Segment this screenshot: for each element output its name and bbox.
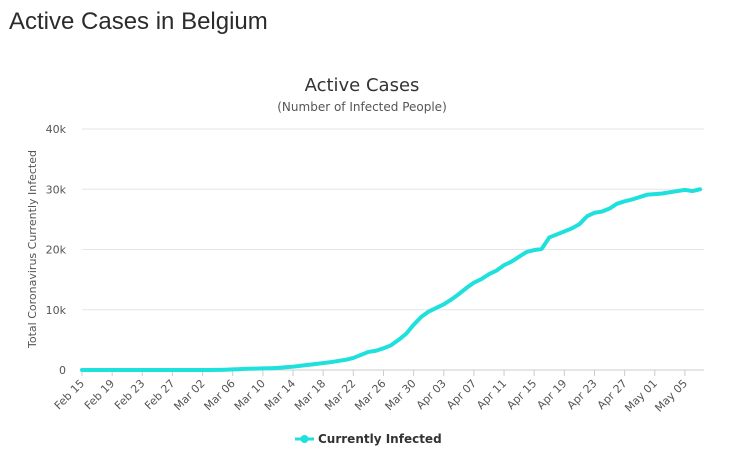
y-axis-label: Total Coronavirus Currently Infected [26,150,39,349]
series-currently-infected[interactable] [80,187,702,372]
grid-lines [82,128,704,371]
x-tick-label: Apr 07 [444,377,479,412]
x-tick-label: Mar 14 [262,377,298,413]
legend[interactable]: Currently Infected [295,432,442,446]
x-tick-label: Mar 06 [202,377,238,413]
y-tick-label: 0 [59,364,66,377]
x-tick-label: Mar 26 [352,377,388,413]
y-axis-ticks: 0 10k 20k 30k 40k [46,123,67,377]
x-tick-label: Apr 11 [474,377,509,412]
x-tick-label: Feb 19 [82,377,117,412]
x-tick-label: May 05 [652,377,690,415]
legend-item-currently-infected[interactable]: Currently Infected [318,432,442,446]
y-tick-label: 10k [46,304,67,317]
x-tick-label: Apr 23 [565,377,600,412]
x-tick-label: Apr 19 [534,377,569,412]
page-heading: Active Cases in Belgium [9,8,268,35]
x-tick-label: Mar 02 [171,377,207,413]
x-tick-label: Feb 27 [142,377,177,412]
y-tick-label: 40k [46,123,67,136]
x-tick-label: Mar 30 [382,377,418,413]
chart-title: Active Cases [305,75,420,96]
x-tick-label: Mar 10 [232,377,268,413]
series-line[interactable] [80,187,702,372]
x-tick-label: Mar 22 [322,377,358,413]
y-tick-label: 30k [46,183,67,196]
chart-subtitle: (Number of Infected People) [277,100,447,114]
x-tick-label: Feb 15 [52,377,87,412]
x-tick-label: Feb 23 [112,377,147,412]
x-tick-label: Apr 15 [504,377,539,412]
x-tick-label: May 01 [622,377,660,415]
x-tick-label: Apr 03 [414,377,449,412]
x-tick-label: Mar 18 [292,377,328,413]
y-tick-label: 20k [46,244,67,257]
legend-marker-icon [300,435,309,443]
